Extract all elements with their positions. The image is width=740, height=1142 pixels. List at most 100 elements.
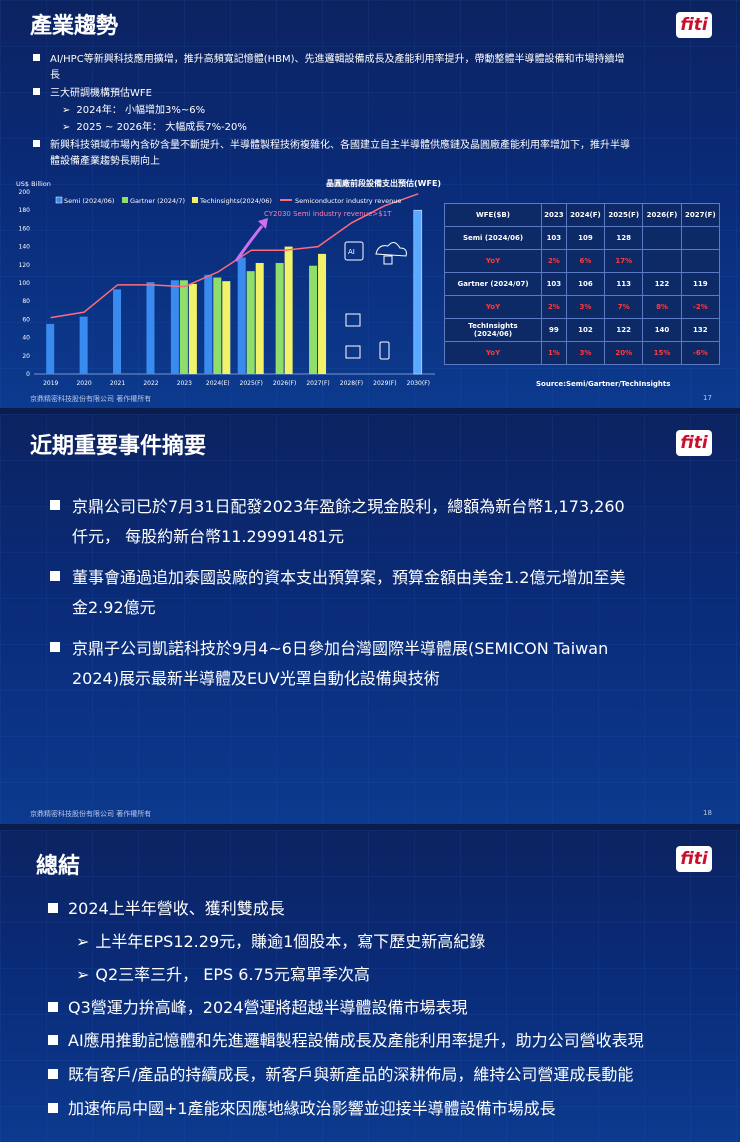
slide-title: 產業趨勢 [30,14,119,39]
x-tick-label: 2030(F) [407,380,430,387]
svg-text:AI: AI [348,248,355,256]
table-header: 2027(F) [680,203,721,227]
table-row-yoy: YoY 1% 3% 20% 15% -6% [444,341,721,365]
y-tick-label: 20 [22,353,30,360]
table-row: TechInsights (2024/06) 99 102 122 140 13… [444,318,721,342]
fiti-logo: fiti [676,430,712,456]
bullet-1: AI/HPC等新興科技應用擴增，推升高頻寬記憶體(HBM)、先進邏輯設備成長及產… [33,52,723,67]
row-label: Semi (2024/06) [444,226,542,250]
yoy-cell: 7% [604,295,644,319]
slide-key-events: 近期重要事件摘要 fiti 京鼎公司已於7月31日配發2023年盈餘之現金股利，… [0,414,740,824]
yoy-label: YoY [444,295,542,319]
bar [284,246,293,374]
table-cell: 119 [680,272,721,296]
table-cell: 109 [565,226,606,250]
wfe-table: WFE($B) 2023 2024(F) 2025(F) 2026(F) 202… [444,203,721,365]
yoy-cell: 17% [604,249,644,273]
bar [146,282,155,374]
y-tick-label: 180 [19,207,31,214]
table-cell: 103 [541,272,567,296]
chart-title: 晶圓廠前段設備支出預估(WFE) [326,178,441,188]
bullet-3-cont: 體設備產業趨勢長期向上 [50,156,160,167]
bar [237,257,246,374]
table-cell [680,226,721,250]
bar [204,274,213,374]
y-tick-label: 60 [22,316,30,323]
y-tick-label: 200 [19,189,31,196]
chart-annotation: CY2030 Semi industry revenue>$1T [264,210,392,218]
x-tick-label: 2021 [110,380,125,387]
revenue-line [50,193,419,319]
ai-icons: AI [344,241,407,360]
bar [318,253,327,374]
bar [222,281,231,374]
footer-copyright: 京鼎精密科技股份有限公司 著作權所有 [30,395,152,403]
slide-title: 總結 [36,854,81,879]
slide-title: 近期重要事件摘要 [30,434,207,459]
table-cell: 128 [604,226,644,250]
summary-item-1: 2024上半年營收、獲利雙成長 [48,898,285,920]
table-row-yoy: YoY 2% 3% 7% 8% -2% [444,295,721,319]
table-cell: 106 [565,272,606,296]
bar [213,277,222,374]
yoy-cell: 15% [642,341,682,365]
yoy-cell: 2% [541,295,567,319]
bar [179,280,188,374]
fiti-logo: fiti [676,12,712,38]
y-tick-label: 0 [26,371,30,378]
yoy-cell: 6% [565,249,606,273]
wfe-chart: 0 20 40 60 80 100 120 140 160 180 200 2019 2020 2021 2… [16,178,441,387]
summary-item-2: Q3營運力拚高峰，2024營運將超越半導體設備市場表現 [48,997,468,1019]
yoy-cell: 20% [604,341,644,365]
x-tick-label: 2027(F) [306,380,329,387]
page-number: 18 [703,809,712,817]
yoy-label: YoY [444,341,542,365]
summary-item-4: 既有客戶/產品的持續成長，新客戶與新產品的深耕佈局，維持公司營運成長動能 [48,1064,633,1086]
table-row-yoy: YoY 2% 6% 17% [444,249,721,273]
yoy-cell: 3% [565,295,606,319]
legend-semi: Semi (2024/06) [64,197,114,205]
ai-chip-icon [344,241,364,261]
bar [255,262,264,374]
event-bullet-2: 董事會通過追加泰國設廠的資本支出預算案，預算金額由美金1.2億元增加至美 金2.… [50,563,720,623]
bar [79,316,88,374]
x-tick-label: 2020 [76,380,91,387]
y-axis-label: US$ Billion [16,180,51,188]
table-header: WFE($B) [444,203,542,227]
bar [246,271,255,374]
table-cell: 103 [541,226,567,250]
table-header: 2023 [541,203,567,227]
y-tick-label: 160 [19,225,31,232]
x-tick-label: 2024(E) [206,380,230,387]
legend-techinsights: Techinsights(2024/06) [199,197,272,205]
page-number: 17 [703,394,712,402]
row-label: Gartner (2024/07) [444,272,542,296]
y-tick-label: 140 [19,244,31,251]
summary-item-3: AI應用推動記憶體和先進邏輯製程設備成長及產能利用率提升，助力公司營收表現 [48,1030,644,1052]
table-row: Gartner (2024/07) 103 106 113 122 119 [444,272,721,296]
sub-bullet-1: ➢ 2024年： 小幅增加3%~6% [62,105,206,116]
table-cell [642,249,682,273]
y-tick-label: 100 [19,280,31,287]
smartphone-icon [379,341,390,360]
yoy-cell: 3% [565,341,606,365]
cloud-chip-icon [375,242,407,257]
bullet-3: 新興科技領域市場內含矽含量不斷提升、半導體製程技術複雜化、各國建立自主半導體供應… [33,138,723,153]
robot-arm-icon [345,313,361,327]
slide-summary: 總結 fiti 2024上半年營收、獲利雙成長 ➢ 上半年EPS12.29元，賺逾… [0,830,740,1142]
x-tick-label: 2019 [43,380,58,387]
table-header: 2026(F) [642,203,682,227]
table-cell: 140 [642,318,682,342]
bar [309,265,318,374]
bar [275,262,284,374]
y-tick-label: 80 [22,298,30,305]
growth-arrow-icon [234,225,264,262]
footer-copyright: 京鼎精密科技股份有限公司 著作權所有 [30,810,152,818]
sub-bullet-2: ➢ 2025 ~ 2026年： 大幅成長7%-20% [62,122,247,133]
bar [113,289,122,374]
y-tick-label: 120 [19,262,31,269]
table-cell: 132 [680,318,721,342]
x-tick-label: 2029(F) [373,380,396,387]
x-tick-label: 2025(F) [240,380,263,387]
yoy-cell: 1% [541,341,567,365]
